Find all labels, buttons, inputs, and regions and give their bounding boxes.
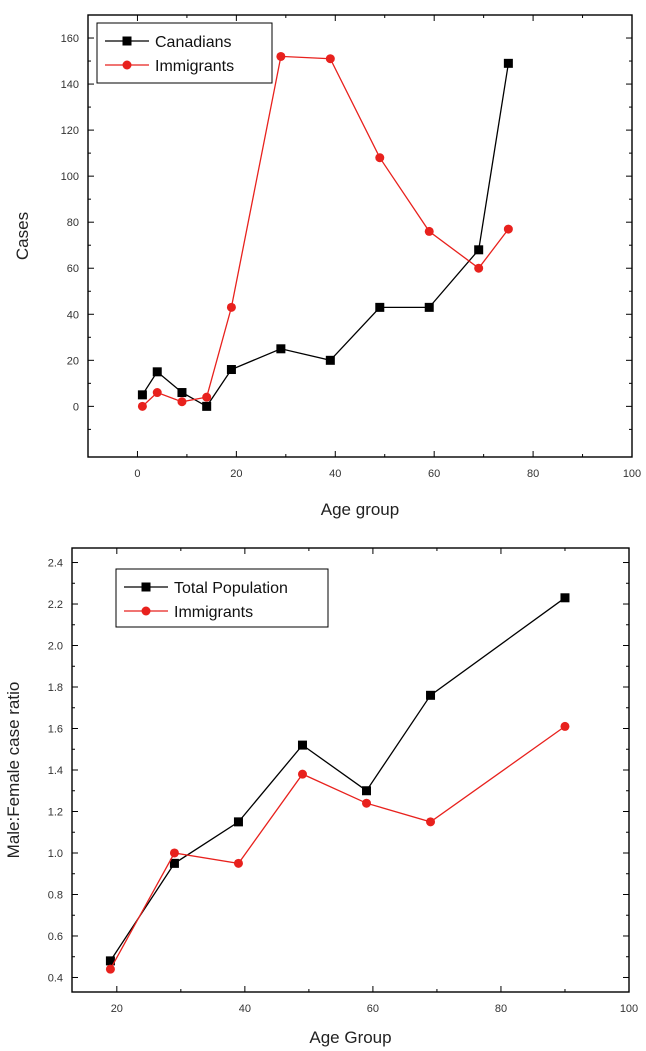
y-tick-label: 60 <box>67 263 79 275</box>
legend-box <box>115 568 329 628</box>
x-axis-title: Age group <box>321 500 399 519</box>
x-tick-label: 40 <box>329 468 341 480</box>
y-tick-label: 0.8 <box>48 889 63 901</box>
legend-label: Canadians <box>155 34 232 51</box>
y-tick-label: 0.6 <box>48 931 63 943</box>
x-tick-label: 20 <box>111 1003 123 1015</box>
data-point <box>226 302 236 312</box>
data-point <box>426 690 436 700</box>
data-point <box>424 226 434 236</box>
data-point <box>297 740 307 750</box>
y-tick-label: 2.0 <box>48 641 63 653</box>
data-point <box>169 848 179 858</box>
legend-marker <box>141 582 151 592</box>
data-point <box>169 858 179 868</box>
x-tick-label: 80 <box>527 468 539 480</box>
y-tick-label: 160 <box>61 33 79 45</box>
data-point <box>137 390 147 400</box>
data-point <box>474 245 484 255</box>
x-tick-label: 20 <box>230 468 242 480</box>
data-point <box>233 817 243 827</box>
legend-marker <box>122 60 132 70</box>
y-tick-label: 0 <box>73 401 79 413</box>
data-point <box>503 224 513 234</box>
x-tick-label: 100 <box>620 1003 638 1015</box>
legend-label: Total Population <box>174 580 288 597</box>
y-tick-label: 0.4 <box>48 972 63 984</box>
x-axis-title: Age Group <box>309 1028 391 1047</box>
series-immigrants <box>137 51 513 411</box>
data-point <box>560 593 570 603</box>
x-tick-label: 60 <box>428 468 440 480</box>
series-line <box>109 597 566 962</box>
chart-2: 20 40 60 80 100 0.4 0.6 0.8 1.0 1.2 1.4 1.6 1.8 2.0 2.… <box>4 547 638 1047</box>
data-point <box>424 302 434 312</box>
data-point <box>276 344 286 354</box>
y-tick-label: 2.4 <box>48 558 63 570</box>
x-tick-label: 80 <box>495 1003 507 1015</box>
y-tick-label: 1.8 <box>48 682 63 694</box>
y-tick-label: 1.0 <box>48 848 63 860</box>
data-point <box>375 302 385 312</box>
x-tick-label: 100 <box>623 468 641 480</box>
y-tick-label: 40 <box>67 309 79 321</box>
data-point <box>152 367 162 377</box>
series-total-population <box>105 593 570 966</box>
series-canadians <box>137 58 513 411</box>
data-point <box>375 153 385 163</box>
series-immigrants <box>105 721 570 974</box>
y-axis-title: Cases <box>13 212 32 260</box>
data-point <box>276 51 286 61</box>
y-tick-label: 100 <box>61 171 79 183</box>
legend: Total Population Immigrants <box>115 568 329 628</box>
data-point <box>297 769 307 779</box>
y-tick-label: 140 <box>61 79 79 91</box>
data-point <box>202 401 212 411</box>
data-point <box>152 388 162 398</box>
legend-label: Immigrants <box>155 58 234 75</box>
legend-label: Immigrants <box>174 604 253 621</box>
data-point <box>105 964 115 974</box>
y-tick-label: 1.4 <box>48 765 63 777</box>
series-line <box>141 55 509 407</box>
data-point <box>105 956 115 966</box>
legend-box <box>96 22 273 84</box>
data-point <box>177 388 187 398</box>
data-point <box>177 397 187 407</box>
x-tick-label: 40 <box>239 1003 251 1015</box>
y-tick-label: 2.2 <box>48 599 63 611</box>
data-point <box>202 392 212 402</box>
legend: Canadians Immigrants <box>96 22 273 84</box>
data-point <box>233 858 243 868</box>
legend-marker <box>141 606 151 616</box>
data-point <box>325 355 335 365</box>
plot-frame <box>87 14 633 458</box>
y-axis-title: Male:Female case ratio <box>4 682 23 859</box>
data-point <box>137 401 147 411</box>
series-line <box>141 63 510 408</box>
x-tick-label: 60 <box>367 1003 379 1015</box>
y-tick-label: 1.2 <box>48 806 63 818</box>
data-point <box>325 54 335 64</box>
data-point <box>474 263 484 273</box>
y-tick-label: 120 <box>61 125 79 137</box>
data-point <box>560 721 570 731</box>
y-tick-label: 80 <box>67 217 79 229</box>
x-tick-label: 0 <box>134 468 140 480</box>
data-point <box>503 58 513 68</box>
series-line <box>109 725 566 970</box>
legend-marker <box>122 36 132 46</box>
y-tick-label: 20 <box>67 355 79 367</box>
y-tick-label: 1.6 <box>48 724 63 736</box>
data-point <box>362 786 372 796</box>
data-point <box>426 817 436 827</box>
data-point <box>226 365 236 375</box>
data-point <box>362 798 372 808</box>
chart-1: 0 20 40 60 80 100 0 20 40 60 80 100 120 140 160 Age gro… <box>13 14 641 519</box>
